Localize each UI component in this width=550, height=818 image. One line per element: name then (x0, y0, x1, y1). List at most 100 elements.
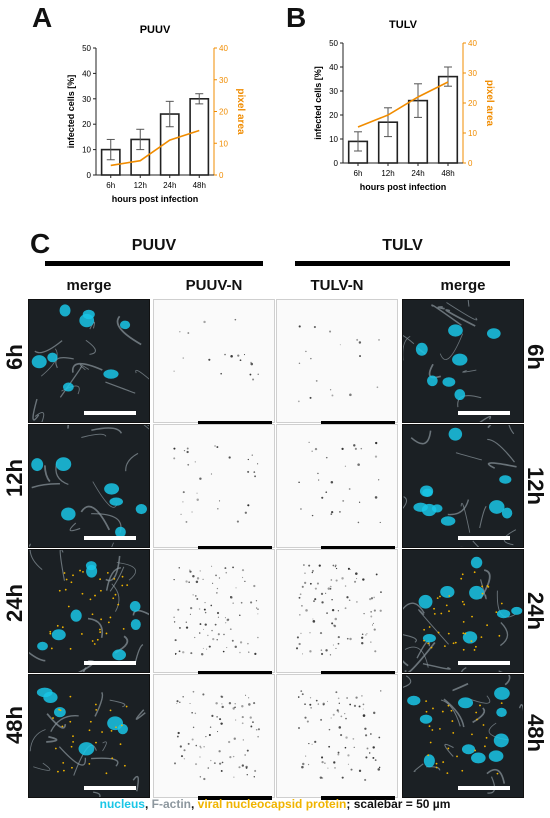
nucleocapsid-punctum (194, 461, 196, 463)
nucleocapsid-punctum (196, 498, 199, 501)
nucleocapsid-punctum (192, 594, 194, 596)
nucleocapsid-punctum (203, 608, 206, 611)
actin-fiber (499, 622, 509, 647)
nucleocapsid-punctum (199, 776, 202, 778)
actin-fiber (132, 775, 140, 792)
nucleocapsid-punctum (349, 569, 351, 571)
nucleocapsid-punctum (225, 622, 227, 624)
y2-tick-label: 30 (219, 76, 228, 85)
nucleocapsid-punctum (309, 697, 312, 699)
nucleocapsid-punctum (224, 617, 226, 619)
viral-punctum (450, 709, 453, 712)
col-head-tulv-n: TULV-N (310, 277, 364, 294)
nucleocapsid-punctum (339, 344, 341, 346)
nucleocapsid-punctum (344, 607, 347, 610)
nucleocapsid-punctum (369, 733, 372, 735)
nucleocapsid-punctum (215, 702, 218, 705)
viral-punctum (105, 632, 108, 635)
y-tick-label: 0 (334, 159, 339, 168)
nucleus (70, 609, 82, 622)
nucleocapsid-punctum (233, 737, 236, 740)
nucleocapsid-punctum (368, 752, 371, 754)
nucleocapsid-punctum (257, 636, 259, 639)
actin-fiber (404, 646, 429, 668)
viral-punctum (58, 708, 60, 711)
viral-punctum (56, 624, 59, 627)
viral-punctum (58, 589, 61, 592)
y-tick-label: 10 (82, 146, 91, 155)
nucleocapsid-punctum (372, 746, 375, 749)
nucleocapsid-punctum (219, 762, 222, 765)
scale-bar (198, 796, 272, 800)
viral-punctum (72, 740, 75, 743)
viral-punctum (80, 633, 83, 635)
nucleocapsid-punctum (348, 488, 351, 490)
actin-fiber (105, 381, 136, 394)
y2-axis-label: pixel area (484, 80, 495, 127)
viral-punctum (480, 636, 483, 639)
viral-punctum (105, 772, 108, 775)
viral-punctum (461, 573, 464, 576)
nucleocapsid-punctum (245, 765, 248, 769)
nucleus (440, 516, 456, 526)
y2-tick-label: 20 (219, 108, 228, 117)
nucleocapsid-punctum (235, 719, 237, 721)
panel-label-c: C (30, 228, 51, 259)
nucleocapsid-punctum (311, 450, 313, 452)
viral-punctum (473, 649, 476, 651)
nucleocapsid-punctum (189, 702, 191, 704)
nucleocapsid-punctum (182, 651, 185, 654)
nucleocapsid-punctum (357, 463, 360, 466)
nucleocapsid-punctum (218, 500, 221, 502)
viral-punctum (436, 597, 439, 600)
nucleocapsid-punctum (365, 634, 367, 636)
nucleocapsid-punctum (229, 628, 232, 631)
actin-fiber (94, 691, 104, 717)
viral-punctum (71, 766, 73, 769)
nucleocapsid-punctum (356, 578, 358, 580)
viral-punctum (89, 720, 92, 723)
legend-nucleus: nucleus (99, 797, 145, 811)
actin-fiber (467, 300, 470, 307)
nucleocapsid-punctum (361, 642, 364, 645)
chart-puuv: PUUV 0 10 20 30 40 50 infected cells [%] 0 10 20 30… (66, 24, 246, 204)
nucleocapsid-punctum (250, 362, 254, 366)
actin-fiber (460, 667, 467, 672)
nucleus (488, 750, 504, 762)
nucleocapsid-punctum (232, 602, 234, 604)
actin-fiber (109, 699, 126, 708)
micrograph-image (173, 318, 259, 381)
nucleocapsid-punctum (305, 609, 308, 612)
nucleocapsid-punctum (332, 564, 335, 567)
nucleocapsid-punctum (330, 579, 333, 581)
nucleocapsid-punctum (360, 447, 363, 450)
nucleocapsid-punctum (194, 712, 197, 715)
nucleocapsid-punctum (346, 637, 349, 640)
viral-punctum (65, 578, 68, 581)
nucleus (47, 352, 58, 363)
actin-fiber (72, 362, 103, 373)
nucleocapsid-punctum (328, 745, 331, 748)
viral-punctum (88, 762, 91, 765)
nucleocapsid-punctum (244, 754, 247, 756)
viral-punctum (474, 749, 477, 752)
nucleocapsid-punctum (179, 701, 181, 703)
legend-rest: ; scalebar = 50 µm (346, 797, 451, 811)
nucleocapsid-punctum (202, 628, 205, 630)
nucleocapsid-punctum (208, 733, 211, 736)
nucleocapsid-punctum (183, 758, 186, 760)
viral-punctum (112, 597, 115, 600)
actin-fiber (132, 609, 149, 616)
nucleocapsid-punctum (180, 755, 184, 758)
nucleocapsid-punctum (314, 447, 318, 451)
nucleus (422, 488, 433, 498)
y-tick-label: 30 (82, 95, 91, 104)
micrograph-tile (28, 299, 150, 423)
nucleocapsid-punctum (177, 731, 180, 735)
nucleocapsid-punctum (329, 585, 332, 588)
nucleocapsid-punctum (352, 738, 355, 740)
nucleus (53, 707, 66, 718)
x-tick-label: 48h (441, 169, 454, 178)
scale-bar (321, 546, 395, 550)
nucleocapsid-punctum (182, 357, 185, 359)
